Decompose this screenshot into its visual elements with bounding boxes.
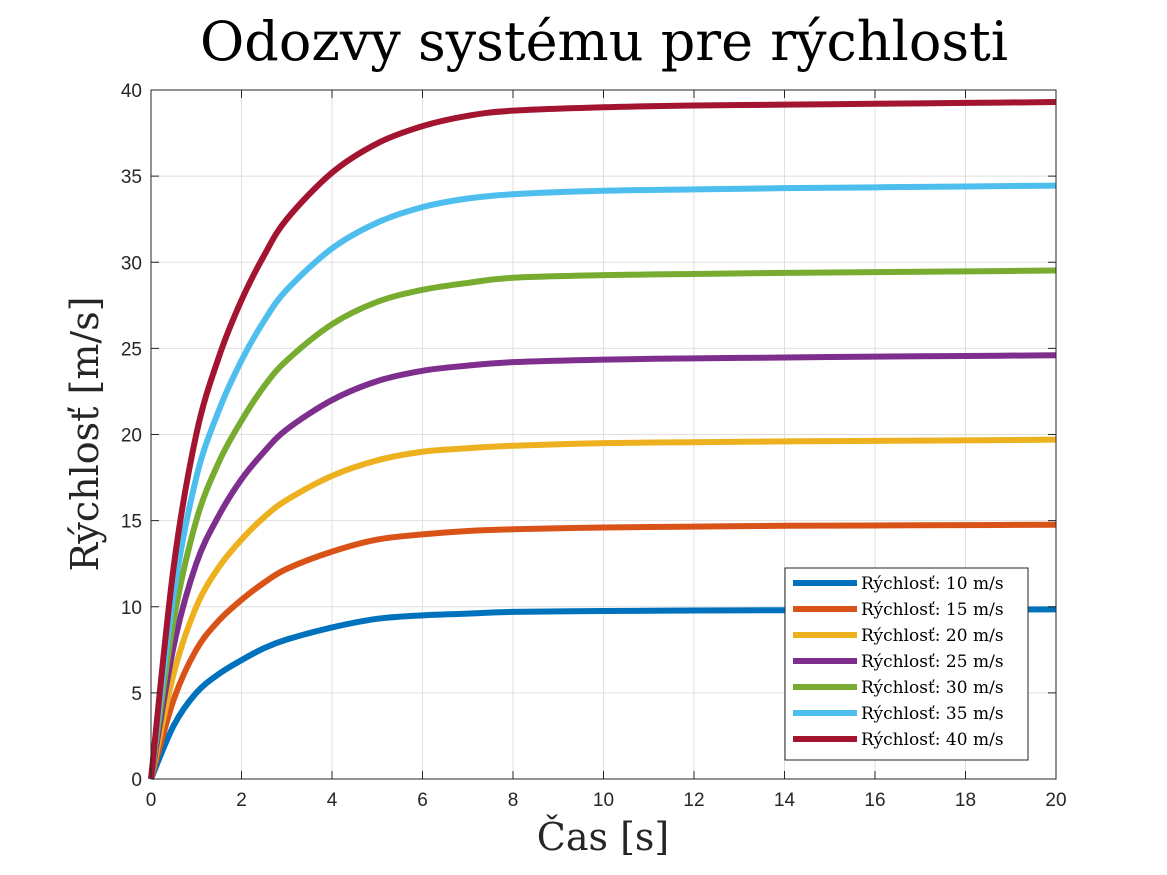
series-line-5: [148, 267, 1057, 780]
chart-title: Odozvy systému pre rýchlosti: [200, 10, 1008, 73]
x-ticks: 0 2 4 6 8 10 12 14 16 18 20: [146, 90, 1067, 811]
x-tick-label: 16: [864, 790, 885, 811]
x-tick-label: 4: [327, 790, 338, 811]
y-ticks: 0 5 10 15 20 25 30 35 40: [121, 81, 1056, 791]
x-tick-label: 6: [417, 790, 428, 811]
x-axis-label: Čas [s]: [537, 815, 669, 859]
x-tick-label: 8: [508, 790, 519, 811]
y-tick-label: 15: [121, 512, 142, 533]
legend-label: Rýchlosť: 15 m/s: [861, 600, 1004, 620]
legend-label: Rýchlosť: 35 m/s: [861, 704, 1004, 724]
x-tick-label: 20: [1045, 790, 1066, 811]
y-tick-label: 30: [121, 253, 142, 274]
legend-label: Rýchlosť: 10 m/s: [861, 574, 1004, 594]
y-tick-label: 40: [121, 81, 142, 102]
legend-label: Rýchlosť: 25 m/s: [861, 652, 1004, 672]
y-tick-label: 10: [121, 598, 142, 619]
y-axis-label: Rýchlosť [m/s]: [63, 296, 107, 571]
series-line-2: [148, 521, 1057, 780]
series-line-3: [148, 436, 1057, 780]
legend-label: Rýchlosť: 20 m/s: [861, 626, 1004, 646]
y-tick-label: 5: [131, 684, 142, 705]
y-tick-label: 20: [121, 426, 142, 447]
x-tick-label: 18: [955, 790, 976, 811]
legend-label: Rýchlosť: 40 m/s: [861, 730, 1004, 750]
legend: Rýchlosť: 10 m/s Rýchlosť: 15 m/s Rýchlosť…: [784, 567, 1029, 761]
series-line-6: [148, 182, 1057, 780]
x-tick-label: 12: [683, 790, 704, 811]
x-tick-label: 2: [236, 790, 247, 811]
series-line-4: [148, 352, 1057, 780]
legend-label: Rýchlosť: 30 m/s: [861, 678, 1004, 698]
x-tick-label: 0: [146, 790, 157, 811]
series-line-7: [148, 99, 1057, 780]
x-tick-label: 14: [774, 790, 796, 811]
y-tick-label: 35: [121, 167, 142, 188]
y-tick-label: 25: [121, 339, 142, 360]
x-tick-label: 10: [593, 790, 614, 811]
y-tick-label: 0: [131, 770, 142, 791]
